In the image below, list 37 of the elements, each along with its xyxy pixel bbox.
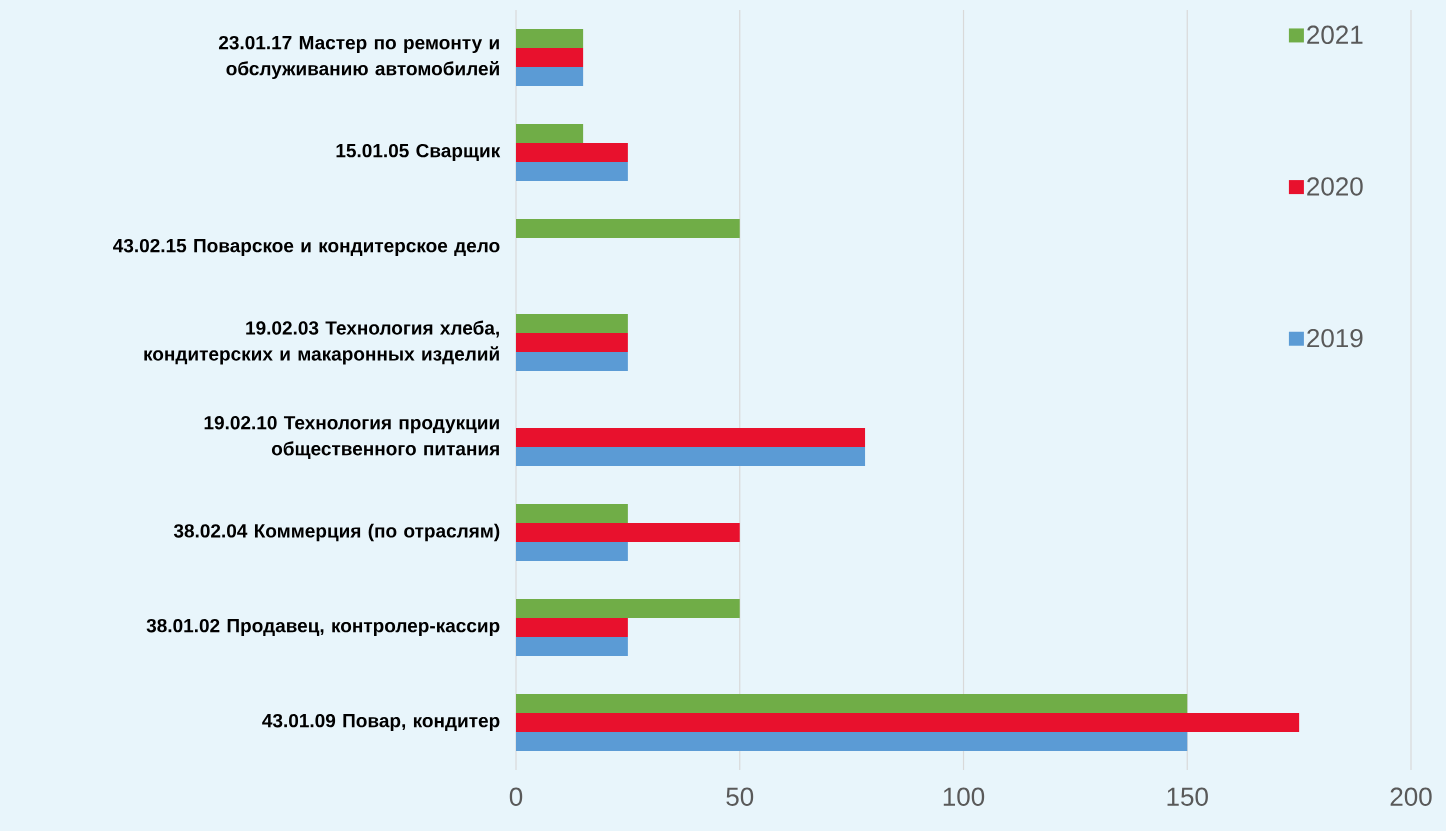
bar [516, 732, 1188, 752]
bar [516, 618, 628, 638]
bar [516, 352, 628, 372]
bar [516, 599, 740, 619]
bar [516, 542, 628, 562]
bar [516, 447, 866, 467]
bar [516, 713, 1300, 733]
bar [516, 694, 1188, 714]
bar [516, 48, 584, 68]
y-tick-label: 15.01.05 Сварщик [336, 143, 501, 162]
bar [516, 314, 628, 334]
bar [516, 29, 584, 49]
bar [516, 504, 628, 524]
bar [516, 637, 628, 657]
y-tick-label: 38.01.02 Продавец, контролер-кассир [146, 618, 500, 637]
legend-label: 2021 [1307, 25, 1363, 45]
legend-label: 2020 [1307, 177, 1363, 196]
bar [516, 428, 866, 448]
y-tick-label: 43.02.15 Поварское и кондитерское дело [113, 238, 500, 257]
bar [516, 523, 740, 543]
x-tick-label: 50 [726, 787, 754, 806]
bar [516, 219, 740, 239]
bar [516, 162, 628, 182]
x-tick-label: 0 [509, 787, 523, 806]
y-tick-label: 43.01.09 Повар, кондитер [262, 713, 500, 732]
y-tick-label: 19.02.03 Технология хлеба, кондитерских и макаронных изделий [144, 320, 499, 365]
y-tick-label: 23.01.17 Мастер по ремонту и обслуживанию автомобилей [218, 35, 499, 80]
bar [516, 67, 584, 87]
x-tick-label: 150 [1167, 787, 1208, 806]
legend-label: 2019 [1307, 328, 1363, 348]
y-tick-label: 19.02.10 Технология продукции общественного питания [204, 415, 499, 460]
x-tick-label: 200 [1390, 787, 1432, 806]
x-tick-label: 100 [943, 787, 985, 806]
bar [516, 333, 628, 353]
y-tick-label: 38.02.04 Коммерция (по отраслям) [173, 523, 500, 542]
bar [516, 143, 628, 163]
bar [516, 124, 584, 144]
